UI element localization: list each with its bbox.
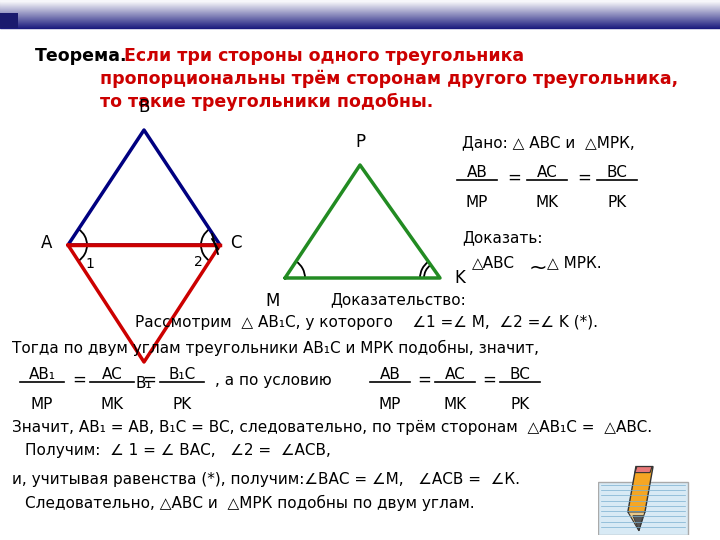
Text: A: A [40, 234, 52, 252]
Bar [0, 18, 720, 19]
Text: =: = [142, 371, 156, 389]
Text: AB₁: AB₁ [29, 367, 55, 382]
Text: Дано: △ ABC и  △МРК,: Дано: △ ABC и △МРК, [462, 135, 635, 150]
Bar [0, 27, 720, 28]
Bar [0, 3, 720, 4]
Text: , а по условию: , а по условию [215, 373, 332, 388]
Text: M: M [266, 292, 280, 310]
Text: Получим:  ∠ 1 = ∠ ВАС,   ∠2 =  ∠АСВ,: Получим: ∠ 1 = ∠ ВАС, ∠2 = ∠АСВ, [25, 443, 331, 458]
Text: =: = [482, 371, 496, 389]
Polygon shape [628, 467, 653, 512]
Bar [0, 15, 720, 16]
Text: и, учитывая равенства (*), получим:∠ВАС = ∠M,   ∠АСВ =  ∠К.: и, учитывая равенства (*), получим:∠ВАС … [12, 472, 520, 487]
Bar [0, 0, 720, 1]
Text: AC: AC [536, 165, 557, 180]
Text: BC: BC [510, 367, 531, 382]
Text: Следовательно, △АВС и  △МРК подобны по двум углам.: Следовательно, △АВС и △МРК подобны по дв… [25, 495, 474, 511]
Bar [0, 23, 720, 24]
Text: MP: MP [466, 195, 488, 210]
Bar [0, 12, 18, 28]
Bar [0, 24, 720, 25]
Bar [0, 16, 720, 17]
Text: =: = [72, 371, 86, 389]
Text: =: = [507, 169, 521, 187]
Bar [0, 8, 720, 9]
Text: C: C [230, 234, 241, 252]
Text: MP: MP [379, 397, 401, 412]
Text: ~: ~ [529, 258, 548, 278]
Bar [0, 6, 720, 7]
Text: AC: AC [445, 367, 465, 382]
Bar [0, 19, 720, 20]
Text: MP: MP [31, 397, 53, 412]
Text: =: = [417, 371, 431, 389]
Bar [0, 5, 720, 6]
Polygon shape [633, 516, 643, 531]
Text: 2: 2 [194, 255, 202, 269]
Bar [0, 10, 720, 11]
Text: BC: BC [606, 165, 627, 180]
Text: B₁C: B₁C [168, 367, 196, 382]
Text: то такие треугольники подобны.: то такие треугольники подобны. [100, 93, 433, 111]
Text: MK: MK [444, 397, 467, 412]
Text: пропорциональны трём сторонам другого треугольника,: пропорциональны трём сторонам другого тр… [100, 70, 678, 88]
Text: Теорема.: Теорема. [35, 47, 127, 65]
Bar [0, 7, 720, 8]
Text: Если три стороны одного треугольника: Если три стороны одного треугольника [118, 47, 524, 65]
Text: B: B [138, 98, 150, 116]
Polygon shape [628, 512, 645, 531]
Bar [0, 17, 720, 18]
Text: MK: MK [536, 195, 559, 210]
Bar [0, 1, 720, 2]
Text: Рассмотрим  △ AB₁C, у которого    ∠1 =∠ M,  ∠2 =∠ K (*).: Рассмотрим △ AB₁C, у которого ∠1 =∠ M, ∠… [135, 315, 598, 330]
Bar [0, 25, 720, 26]
Bar [0, 21, 720, 22]
Text: B₁: B₁ [135, 376, 153, 391]
Bar [0, 20, 720, 21]
Text: Доказать:: Доказать: [462, 230, 542, 245]
Bar [0, 14, 720, 15]
Bar [0, 9, 720, 10]
Text: Значит, AB₁ = AB, B₁C = BC, следовательно, по трём сторонам  △AB₁C =  △ABC.: Значит, AB₁ = AB, B₁C = BC, следовательн… [12, 420, 652, 435]
Text: K: K [454, 269, 465, 287]
Text: AB: AB [379, 367, 400, 382]
Text: AC: AC [102, 367, 122, 382]
Bar [0, 22, 720, 23]
Text: =: = [577, 169, 591, 187]
Bar [0, 13, 720, 14]
Bar [0, 11, 720, 12]
Text: △ABC: △ABC [472, 255, 515, 270]
Text: AB: AB [467, 165, 487, 180]
Bar [0, 4, 720, 5]
Text: PK: PK [172, 397, 192, 412]
Polygon shape [635, 467, 652, 472]
Bar [598, 482, 688, 535]
Text: △ МРК.: △ МРК. [547, 255, 602, 270]
Text: P: P [355, 133, 365, 151]
Bar [0, 2, 720, 3]
Bar [0, 12, 720, 13]
Text: PK: PK [608, 195, 626, 210]
Text: Доказательство:: Доказательство: [330, 292, 466, 307]
Text: 1: 1 [86, 257, 94, 271]
Text: MK: MK [100, 397, 124, 412]
Text: Тогда по двум углам треугольники AB₁C и МРК подобны, значит,: Тогда по двум углам треугольники AB₁C и … [12, 340, 539, 356]
Bar [0, 26, 720, 27]
Text: PK: PK [510, 397, 530, 412]
